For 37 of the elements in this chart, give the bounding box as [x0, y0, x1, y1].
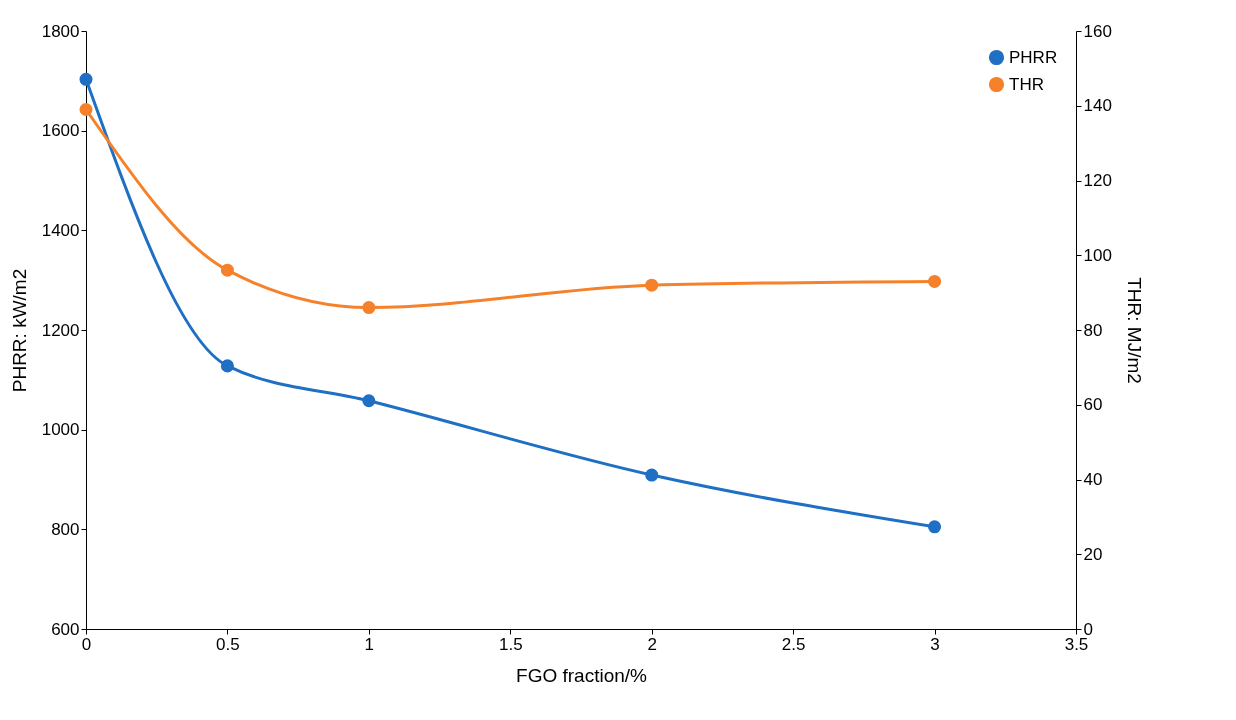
y-tick-label: 800 [51, 519, 80, 539]
y2-tick-label: 120 [1083, 171, 1112, 190]
y2-tick-label: 20 [1083, 544, 1103, 564]
point [928, 520, 942, 534]
legend-label: PHRR [1009, 47, 1058, 67]
y2-tick-label: 160 [1083, 21, 1112, 41]
x-tick-label: 1.5 [498, 634, 523, 654]
legend-label: THR [1009, 74, 1044, 94]
y-tick-label: 1600 [41, 121, 80, 141]
point [362, 301, 376, 315]
x-tick-label: 2.5 [781, 634, 806, 654]
point [79, 72, 93, 86]
y2-tick-label: 60 [1083, 395, 1103, 415]
y-tick-label: 1400 [41, 220, 80, 240]
y2-axis-title: THR: MJ/m2 [1123, 277, 1145, 384]
y-tick-label: 1800 [41, 21, 80, 41]
y2-tick-label: 40 [1083, 470, 1103, 489]
x-tick-label: 0.5 [216, 634, 240, 654]
x-tick-label: 3 [930, 634, 940, 654]
y2-tick-label: 140 [1083, 96, 1112, 116]
y-axis-title: PHRR: kW/m2 [8, 268, 30, 393]
point [220, 359, 234, 373]
y2-tick-label: 100 [1083, 245, 1112, 265]
y2-tick-label: 80 [1083, 320, 1103, 340]
point [645, 468, 659, 482]
x-tick-label: 0 [81, 634, 92, 654]
x-tick-label: 2 [647, 634, 657, 654]
x-tick-label: 1 [364, 634, 375, 654]
point [220, 263, 234, 277]
y-tick-label: 1200 [41, 320, 80, 340]
y-tick-label: 1000 [41, 420, 80, 440]
point [928, 274, 942, 288]
point [79, 102, 93, 116]
point [362, 394, 376, 408]
y-tick-label: 600 [51, 619, 80, 639]
x-axis-title: FGO fraction/% [516, 664, 648, 686]
point [645, 278, 659, 292]
